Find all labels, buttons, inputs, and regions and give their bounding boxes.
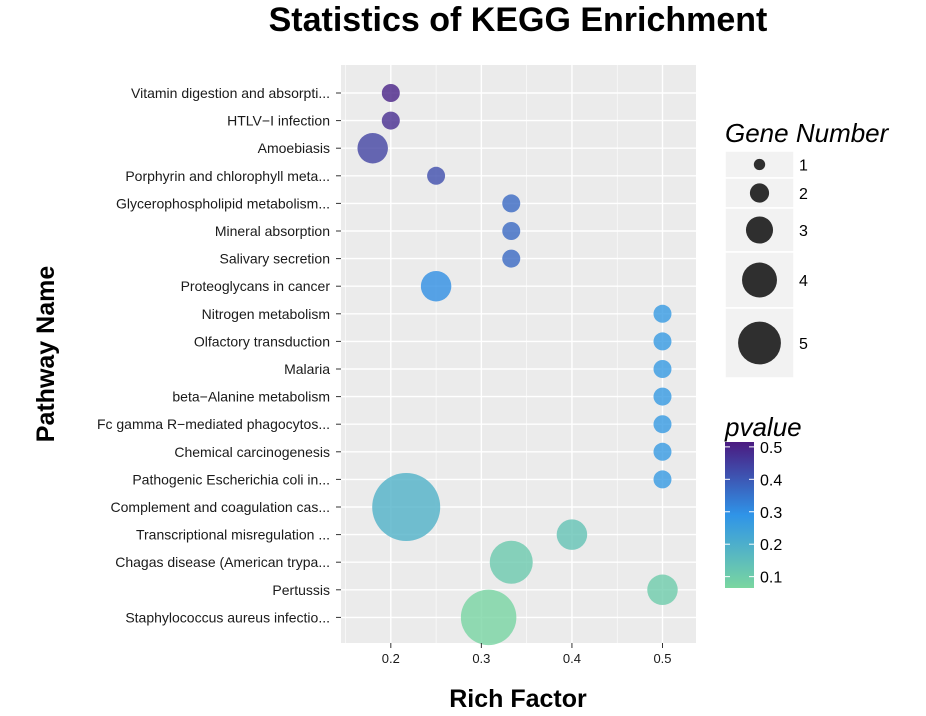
data-point bbox=[653, 470, 672, 489]
size-legend-circle bbox=[738, 321, 781, 365]
pvalue-colorbar bbox=[725, 442, 754, 588]
size-legend-circle bbox=[742, 262, 777, 298]
colorbar-label: 0.1 bbox=[760, 570, 782, 587]
size-legend: Gene Number 1 2 3 4 5 bbox=[724, 118, 890, 379]
data-point bbox=[420, 270, 452, 302]
data-point bbox=[502, 194, 521, 213]
data-point bbox=[460, 589, 517, 646]
data-point bbox=[502, 222, 521, 240]
data-point bbox=[653, 387, 672, 406]
chart-title: Statistics of KEGG Enrichment bbox=[269, 1, 768, 39]
y-tick-label: Chagas disease (American trypa... bbox=[115, 554, 330, 570]
x-tick-label: 0.4 bbox=[563, 651, 581, 666]
data-point bbox=[502, 249, 521, 268]
size-legend-label: 4 bbox=[799, 273, 808, 290]
x-tick-label: 0.5 bbox=[653, 651, 671, 666]
size-legend-label: 1 bbox=[799, 158, 808, 175]
y-tick-label: Glycerophospholipid metabolism... bbox=[116, 195, 330, 211]
data-point bbox=[653, 415, 672, 434]
data-point bbox=[357, 132, 388, 164]
points-layer bbox=[357, 84, 678, 646]
x-tick-label: 0.2 bbox=[382, 651, 400, 666]
y-tick-label: HTLV−I infection bbox=[227, 113, 330, 129]
size-legend-circle bbox=[753, 158, 766, 171]
size-legend-label: 5 bbox=[799, 336, 808, 353]
x-axis-title: Rich Factor bbox=[449, 685, 587, 713]
y-tick-label: Proteoglycans in cancer bbox=[181, 278, 331, 294]
data-point bbox=[653, 360, 672, 378]
size-legend-label: 2 bbox=[799, 186, 808, 203]
y-tick-label: Pertussis bbox=[272, 582, 330, 598]
data-point bbox=[556, 519, 588, 550]
y-axis: Vitamin digestion and absorpti... HTLV−I … bbox=[97, 85, 341, 625]
colorbar-label: 0.5 bbox=[760, 440, 782, 457]
size-legend-circle bbox=[745, 216, 774, 244]
color-legend-title: pvalue bbox=[724, 412, 802, 442]
y-tick-label: Complement and coagulation cas... bbox=[111, 499, 330, 515]
data-point bbox=[647, 574, 678, 606]
y-tick-label: Porphyrin and chlorophyll meta... bbox=[125, 168, 330, 184]
data-point bbox=[427, 166, 446, 185]
y-tick-label: Vitamin digestion and absorpti... bbox=[131, 85, 330, 101]
y-tick-label: Fc gamma R−mediated phagocytos... bbox=[97, 416, 330, 432]
x-tick-label: 0.3 bbox=[472, 651, 490, 666]
y-tick-label: Transcriptional misregulation ... bbox=[136, 527, 330, 543]
data-point bbox=[372, 473, 441, 541]
color-legend: pvalue 0.1 0.2 0.3 0.4 0.5 bbox=[724, 412, 802, 588]
colorbar-label: 0.4 bbox=[760, 472, 782, 489]
data-point bbox=[653, 332, 672, 351]
x-axis: 0.2 0.3 0.4 0.5 bbox=[382, 643, 672, 666]
data-point bbox=[381, 84, 400, 102]
y-tick-label: Olfactory transduction bbox=[194, 333, 330, 349]
data-point bbox=[381, 111, 400, 130]
size-legend-circle bbox=[749, 183, 770, 203]
colorbar-label: 0.2 bbox=[760, 537, 782, 554]
y-tick-label: Malaria bbox=[284, 361, 330, 377]
data-point bbox=[653, 442, 672, 461]
y-tick-label: Staphylococcus aureus infectio... bbox=[125, 609, 330, 625]
data-point bbox=[489, 540, 533, 584]
y-tick-label: Amoebiasis bbox=[258, 140, 330, 156]
y-tick-label: Nitrogen metabolism bbox=[202, 306, 330, 322]
y-tick-label: Salivary secretion bbox=[220, 251, 331, 267]
y-axis-title: Pathway Name bbox=[32, 266, 60, 443]
y-tick-label: beta−Alanine metabolism bbox=[172, 389, 330, 405]
data-point bbox=[653, 304, 672, 323]
y-tick-label: Mineral absorption bbox=[215, 223, 330, 239]
size-legend-title: Gene Number bbox=[725, 118, 890, 148]
y-tick-label: Pathogenic Escherichia coli in... bbox=[132, 471, 330, 487]
y-tick-label: Chemical carcinogenesis bbox=[174, 444, 330, 460]
colorbar-label: 0.3 bbox=[760, 505, 782, 522]
size-legend-label: 3 bbox=[799, 223, 808, 240]
